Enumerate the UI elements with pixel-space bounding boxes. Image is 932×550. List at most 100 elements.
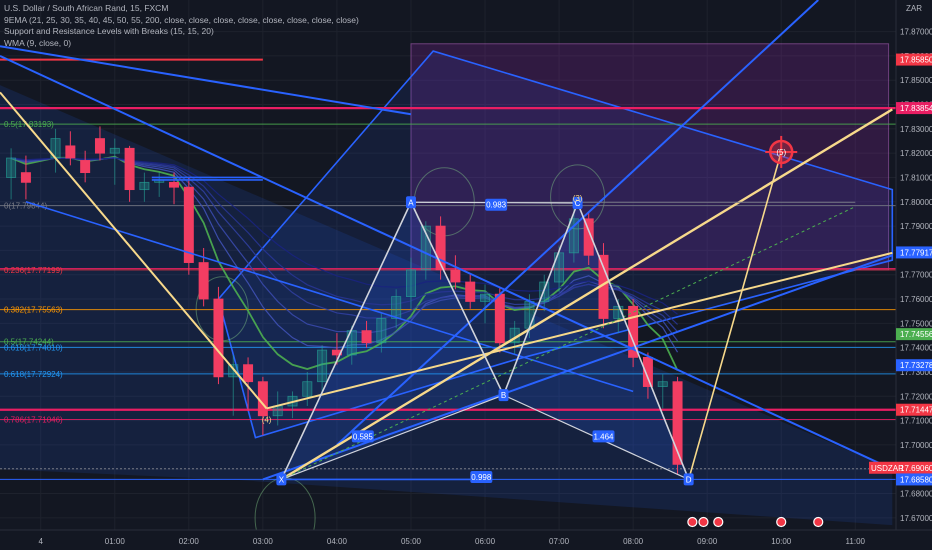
pattern-point-badge [572, 197, 583, 210]
indicator-ema[interactable]: 9EMA (21, 25, 30, 35, 40, 45, 50, 55, 20… [4, 14, 359, 25]
candle-body [65, 145, 76, 159]
price-label: 17.85850 [900, 56, 932, 65]
price-tick-label: 17.72000 [900, 392, 932, 401]
candle-body [302, 381, 313, 397]
time-tick-label: 06:00 [475, 537, 496, 546]
price-axis-bg [896, 0, 932, 550]
candle-body [420, 225, 431, 271]
price-tick-label: 17.85000 [900, 76, 932, 85]
candle-body [568, 218, 579, 254]
price-tick-label: 17.82000 [900, 149, 932, 158]
price-label-badge [896, 359, 932, 372]
fib-label: 0.5(17.74244) [4, 338, 54, 347]
symbol-label: USDZAR [871, 464, 904, 473]
pattern-point-badge [683, 473, 694, 486]
price-tick-label: 17.77000 [900, 271, 932, 280]
candle-body [361, 330, 372, 344]
candle-body [524, 301, 535, 329]
pattern-point-label: B [501, 391, 506, 400]
ratio-label: 0.585 [353, 432, 374, 441]
time-tick-label: 03:00 [253, 537, 274, 546]
candle-body [243, 364, 254, 383]
candle-body [183, 186, 194, 263]
ratio-badge [470, 471, 493, 483]
candle-body [405, 269, 416, 298]
candle-body [376, 318, 387, 344]
pattern-leg [281, 394, 504, 480]
price-tick-label: 17.67000 [900, 514, 932, 523]
candle-body [391, 296, 402, 319]
time-tick-label: 02:00 [179, 537, 200, 546]
ratio-label: 0.998 [471, 473, 492, 482]
chart-legend: U.S. Dollar / South African Rand, 15, FX… [4, 3, 359, 49]
indicator-wma[interactable]: WMA (9, close, 0) [4, 37, 72, 48]
ratio-label: 0.983 [486, 201, 507, 210]
candle-body [94, 138, 105, 154]
fib-label: 0.618(17.72924) [4, 370, 63, 379]
time-tick-label: 04:00 [327, 537, 348, 546]
price-label: 17.69060 [900, 464, 932, 473]
ratio-badge [485, 198, 508, 211]
ratio-badge [592, 430, 615, 443]
pattern-point-badge [276, 473, 287, 486]
price-label: 17.73278 [900, 361, 932, 370]
candle-body [450, 269, 461, 283]
time-tick-label: 01:00 [105, 537, 126, 546]
price-label-badge [896, 102, 932, 115]
fib-label: 0.786(17.71046) [4, 415, 63, 424]
trend-line [0, 45, 412, 116]
candle-body [169, 181, 180, 188]
channel-zone [0, 85, 893, 526]
time-tick-label: 07:00 [549, 537, 570, 546]
price-label-badge [896, 53, 932, 66]
pattern-leg [280, 201, 412, 480]
price-label: 17.71447 [900, 406, 932, 415]
price-tick-label: 17.80000 [900, 198, 932, 207]
candle-body [198, 262, 209, 300]
price-label-badge [896, 328, 932, 341]
chart-title: U.S. Dollar / South African Rand, 15, FX… [4, 3, 169, 13]
pattern-point-label: X [279, 475, 285, 484]
pattern-point-label: A [408, 198, 414, 207]
candle-body [494, 293, 505, 344]
pattern-point-label: D [686, 475, 692, 484]
economic-event-icon [713, 516, 724, 528]
price-tick-label: 17.71000 [900, 417, 932, 426]
candle-body [480, 293, 491, 302]
projection-line [281, 206, 856, 480]
time-tick-label: 05:00 [401, 537, 422, 546]
fib-levels: 0.5(17.83193) 0(17.79844) 0.236(17.77199) 0… [0, 58, 896, 480]
ratio-badge [351, 430, 374, 443]
fib-label: 0.618(17.74010) [4, 343, 63, 352]
time-tick-label: 4 [39, 537, 44, 546]
price-label: 17.83854 [900, 104, 932, 113]
price-tick-label: 17.73000 [900, 368, 932, 377]
ratio-label: 1.464 [593, 432, 614, 441]
fib-trend [0, 91, 268, 410]
pattern-point-label: C [575, 199, 581, 208]
fib-label: 0.236(17.77199) [4, 266, 63, 275]
price-tick-label: 17.83000 [900, 125, 932, 134]
indicator-sr[interactable]: Support and Resistance Levels with Break… [4, 26, 214, 36]
pattern-drawings [0, 0, 893, 481]
wave-label: (3) [573, 194, 583, 203]
pattern-leg [576, 202, 690, 480]
price-label: 17.77917 [900, 248, 932, 257]
price-tick-label: 17.79000 [900, 222, 932, 231]
price-label-badge [896, 473, 932, 486]
trend-line [0, 55, 893, 471]
pattern-point-badge [405, 196, 416, 209]
time-tick-label: 09:00 [697, 537, 718, 546]
fib-label: 0(17.79844) [4, 202, 47, 211]
price-label-badge [896, 246, 932, 259]
time-axis[interactable]: 4 01:00 02:00 03:00 04:00 05:00 06:00 07:00 08:0… [0, 516, 932, 550]
fib-label: 0.5(17.83193) [4, 120, 54, 129]
candle-body [642, 356, 653, 387]
price-axis[interactable]: ZAR17.8700017.8600017.8500017.8400017.83… [869, 0, 932, 550]
price-label: 17.74556 [900, 330, 932, 339]
economic-event-icon [687, 516, 698, 528]
price-tick-label: 17.76000 [900, 295, 932, 304]
fib-label: 0.382(17.75563) [4, 306, 63, 315]
pattern-leg [502, 202, 579, 396]
